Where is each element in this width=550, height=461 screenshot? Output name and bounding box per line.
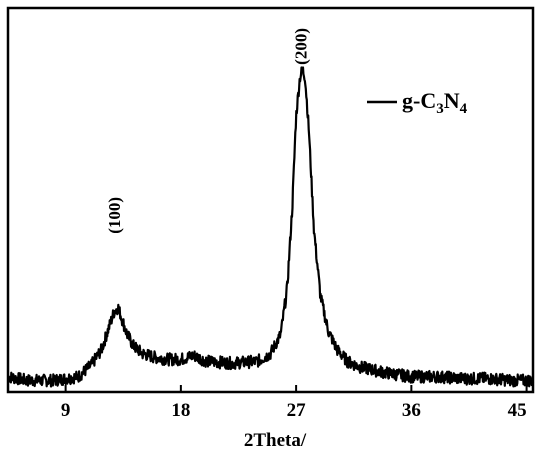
- x-tick-label: 9: [61, 400, 71, 421]
- x-axis-title: 2Theta/: [244, 430, 307, 451]
- x-tick-label: 18: [171, 400, 190, 421]
- x-tick-label: 36: [402, 400, 421, 421]
- series-line-g-c3n4: [7, 66, 535, 388]
- plot-frame: [6, 6, 535, 394]
- x-ticks: 9 18 27 36 45: [61, 385, 528, 421]
- legend-label: g-C3N4: [402, 88, 468, 117]
- legend: g-C3N4: [367, 88, 468, 117]
- x-tick-label: 27: [287, 400, 307, 421]
- peak-annotation: (100): [105, 197, 124, 234]
- peak-annotations: (100) (200): [105, 28, 311, 234]
- peak-annotation: (200): [292, 28, 311, 65]
- x-tick-label: 45: [508, 400, 527, 421]
